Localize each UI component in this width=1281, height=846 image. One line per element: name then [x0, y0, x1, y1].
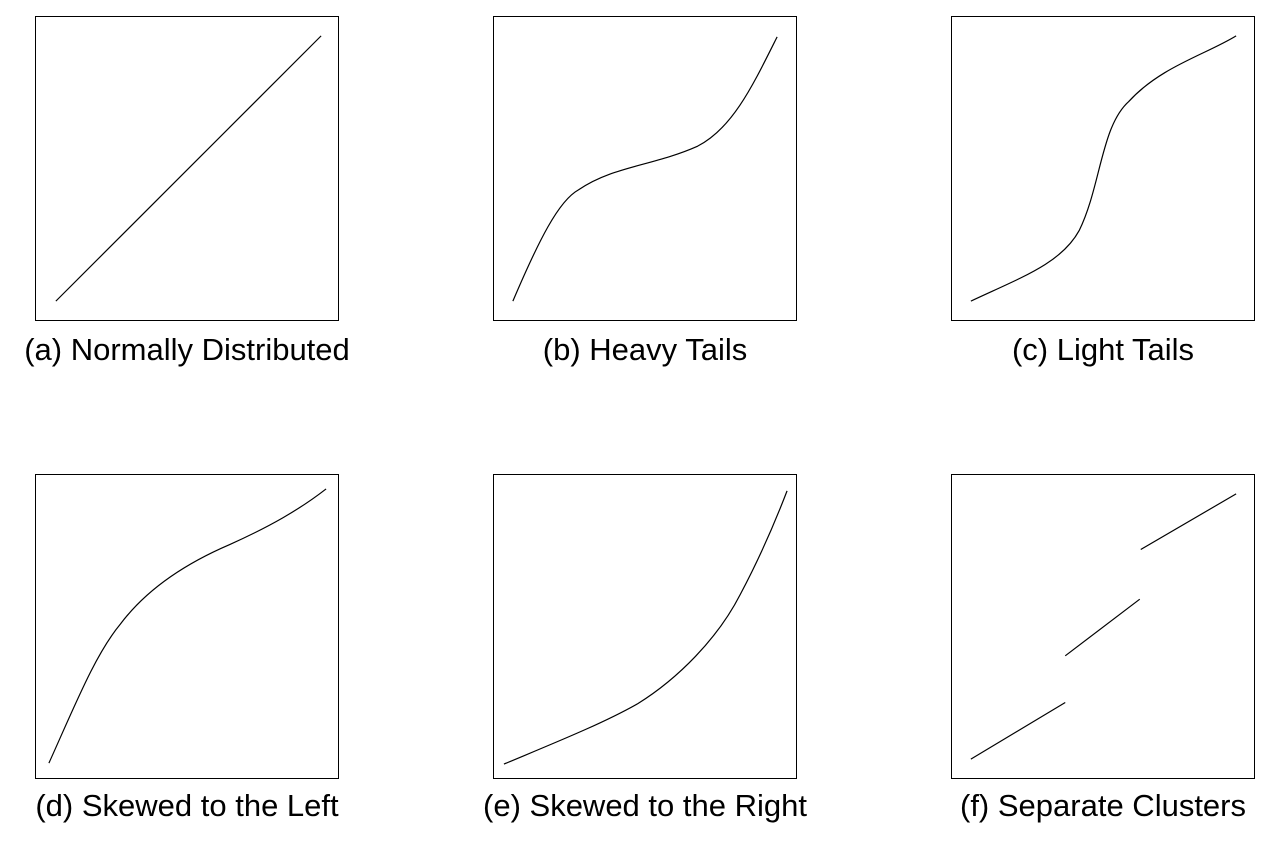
panel-a-caption: (a) Normally Distributed [24, 332, 350, 367]
panel-e-plot [493, 474, 797, 779]
panel-f-plot [951, 474, 1255, 779]
qq-line [48, 488, 327, 764]
panel-e-caption: (e) Skewed to the Right [483, 788, 807, 823]
panel-a-plot [35, 16, 339, 321]
panel-d-curve [48, 488, 327, 764]
panel-e-curve [503, 490, 788, 765]
qq-line [503, 490, 788, 765]
panel-c-plot [951, 16, 1255, 321]
panel-d-plot [35, 474, 339, 779]
panel-f-curve [970, 493, 1237, 760]
panel-b-curve [512, 36, 778, 302]
panel-b-plot [493, 16, 797, 321]
panel-c-curve [970, 35, 1237, 302]
qq-line [55, 35, 322, 302]
qq-line [970, 35, 1237, 302]
panel-c-caption: (c) Light Tails [1011, 332, 1195, 367]
qq-segment-high [1140, 493, 1237, 551]
qq-line [512, 36, 778, 302]
qq-segment-low [970, 701, 1066, 760]
panel-b-caption: (b) Heavy Tails [542, 332, 748, 367]
panel-d-caption: (d) Skewed to the Left [35, 788, 339, 823]
qq-segment-mid [1064, 598, 1141, 657]
panel-f-caption: (f) Separate Clusters [960, 788, 1246, 823]
panel-a-curve [55, 35, 322, 302]
